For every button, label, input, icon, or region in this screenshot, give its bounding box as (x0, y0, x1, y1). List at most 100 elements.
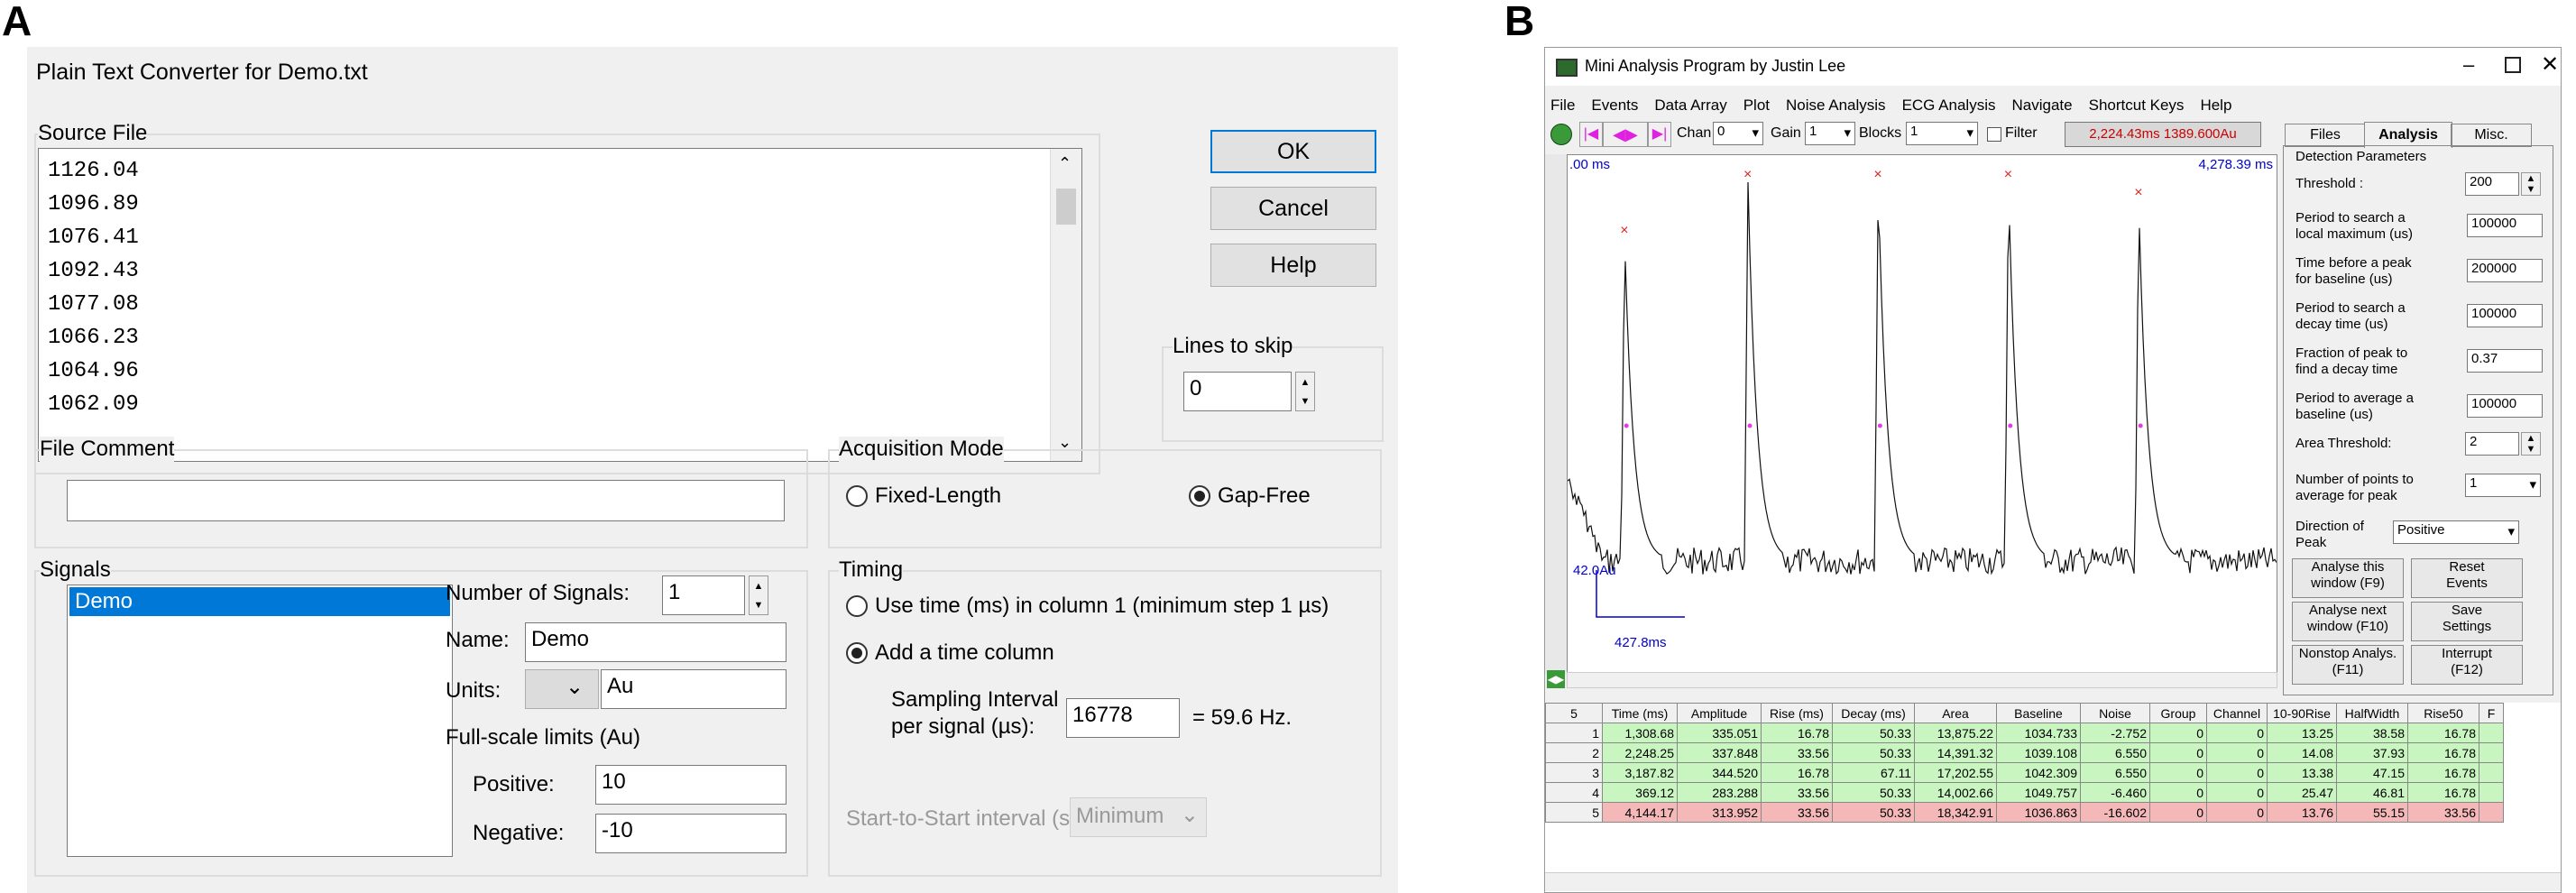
menu-item-plot[interactable]: Plot (1743, 97, 1770, 114)
area-threshold-stepper[interactable]: ▲ ▼ (2521, 432, 2541, 456)
table-cell: 33.56 (2407, 802, 2479, 823)
menu-item-ecg-analysis[interactable]: ECG Analysis (1901, 97, 1996, 114)
source-scrollbar[interactable]: ⌃ ⌄ (1050, 149, 1081, 461)
param-input[interactable]: 100000 (2467, 214, 2543, 237)
units-dropdown[interactable]: ⌄ (525, 669, 599, 709)
interrupt-button[interactable]: Interrupt (F12) (2411, 645, 2523, 685)
lines-to-skip-stepper[interactable]: ▲ ▼ (1295, 372, 1315, 411)
table-row[interactable]: 2 2,248.25 337.848 33.56 50.33 14,391.32 1039.… (1545, 742, 2504, 763)
param-input[interactable]: 0.37 (2467, 349, 2543, 373)
positive-input[interactable]: 10 (595, 765, 787, 805)
start-interval-dropdown[interactable]: Minimum ⌄ (1070, 797, 1207, 837)
table-header[interactable]: Channel (2206, 703, 2268, 723)
gain-dropdown[interactable]: 1 ▾ (1805, 122, 1855, 145)
signal-item-demo[interactable]: Demo (69, 587, 450, 616)
tab-files[interactable]: Files (2285, 124, 2366, 147)
green-circle-icon[interactable] (1550, 124, 1572, 145)
horizontal-scrollbar[interactable] (1567, 672, 2277, 688)
left-scroll-strip[interactable] (1545, 154, 1567, 674)
tab-analysis[interactable]: Analysis (2364, 122, 2452, 148)
analyse-next-button[interactable]: Analyse next window (F10) (2292, 602, 2404, 641)
table-header[interactable]: Noise (2080, 703, 2150, 723)
table-hscrollbar[interactable] (1545, 872, 2561, 891)
peak-marker[interactable]: × (1620, 223, 1628, 238)
fixed-length-radio[interactable] (846, 485, 868, 507)
filter-checkbox[interactable] (1987, 127, 2001, 142)
menu-item-shortcut-keys[interactable]: Shortcut Keys (2088, 97, 2185, 114)
save-settings-button[interactable]: Save Settings (2411, 602, 2523, 641)
table-header[interactable]: HalfWidth (2336, 703, 2408, 723)
scroll-down-icon[interactable]: ⌄ (1058, 433, 1072, 451)
table-header[interactable]: Rise50 (2407, 703, 2479, 723)
table-header[interactable]: 10-90Rise (2267, 703, 2337, 723)
add-time-radio[interactable] (846, 642, 868, 664)
area-threshold-input[interactable]: 2 (2465, 432, 2519, 456)
table-header[interactable]: Baseline (1996, 703, 2081, 723)
horizontal-scroll-icon[interactable]: ◀▶ (1547, 670, 1565, 688)
last-icon[interactable]: ▶| (1648, 122, 1671, 147)
table-header[interactable]: Decay (ms) (1832, 703, 1915, 723)
ok-button[interactable]: OK (1210, 130, 1376, 173)
file-comment-input[interactable] (67, 480, 785, 521)
signals-listbox[interactable]: Demo (67, 585, 453, 857)
name-input[interactable]: Demo (525, 622, 787, 662)
negative-input[interactable]: -10 (595, 814, 787, 853)
param-input[interactable]: 200000 (2467, 259, 2543, 282)
num-signals-input[interactable]: 1 (662, 575, 745, 615)
peak-marker[interactable]: × (1873, 167, 1881, 182)
scroll-up-icon[interactable]: ⌃ (1058, 154, 1072, 172)
table-header[interactable]: Amplitude (1677, 703, 1762, 723)
menu-item-events[interactable]: Events (1591, 97, 1639, 114)
use-time-label: Use time (ms) in column 1 (minimum step … (875, 594, 1329, 618)
chan-dropdown[interactable]: 0 ▾ (1713, 122, 1763, 145)
event-table[interactable]: 5 Time (ms) Amplitude Rise (ms) Decay (ms) Ar… (1545, 703, 2504, 823)
cancel-button[interactable]: Cancel (1210, 187, 1376, 230)
direction-dropdown[interactable]: Positive ▾ (2393, 520, 2519, 544)
help-button[interactable]: Help (1210, 244, 1376, 287)
threshold-input[interactable]: 200 (2465, 172, 2519, 196)
blocks-dropdown[interactable]: 1 ▾ (1906, 122, 1978, 145)
reset-events-button[interactable]: Reset Events (2411, 558, 2523, 598)
threshold-stepper[interactable]: ▲ ▼ (2521, 172, 2541, 196)
scroll-thumb[interactable] (1056, 189, 1076, 225)
menu-item-file[interactable]: File (1550, 97, 1576, 114)
table-row[interactable]: 4 369.12 283.288 33.56 50.33 14,002.66 1049.75… (1545, 782, 2504, 803)
table-cell: 4 (1545, 782, 1603, 803)
table-header[interactable]: Rise (ms) (1761, 703, 1833, 723)
table-row[interactable]: 1 1,308.68 335.051 16.78 50.33 13,875.22 1034.… (1545, 723, 2504, 743)
menu-item-data-array[interactable]: Data Array (1654, 97, 1727, 114)
table-cell: 16.78 (2407, 723, 2479, 743)
tab-misc[interactable]: Misc. (2451, 124, 2532, 147)
table-header[interactable]: Area (1914, 703, 1997, 723)
param-input[interactable]: 100000 (2467, 394, 2543, 418)
menu-item-help[interactable]: Help (2200, 97, 2232, 114)
table-header[interactable]: Time (ms) (1602, 703, 1678, 723)
gap-free-radio[interactable] (1189, 485, 1210, 507)
table-row[interactable]: 5 4,144.17 313.952 33.56 50.33 18,342.91 1036.… (1545, 802, 2504, 823)
param-input[interactable]: 100000 (2467, 304, 2543, 327)
peak-marker[interactable]: × (2134, 185, 2142, 200)
table-row[interactable]: 3 3,187.82 344.520 16.78 67.11 17,202.55 1042.… (1545, 762, 2504, 783)
menu-item-noise-analysis[interactable]: Noise Analysis (1786, 97, 1886, 114)
maximize-icon[interactable] (2505, 57, 2521, 73)
trace-plot-area[interactable]: × × × × × .00 ms 4,278.39 ms 42.0Au 427.8ms (1567, 154, 2277, 674)
nonstop-analysis-button[interactable]: Nonstop Analys. (F11) (2292, 645, 2404, 685)
table-header[interactable]: 5 (1545, 703, 1603, 723)
first-icon[interactable]: |◀ (1579, 122, 1603, 147)
analyse-this-button[interactable]: Analyse this window (F9) (2292, 558, 2404, 598)
peak-marker[interactable]: × (2004, 167, 2012, 182)
table-header[interactable]: F (2479, 703, 2504, 723)
use-time-radio[interactable] (846, 595, 868, 617)
source-file-textbox[interactable]: 1126.04 1096.89 1076.41 1092.43 1077.08 1066.… (38, 148, 1082, 462)
peak-marker[interactable]: × (1743, 167, 1752, 182)
close-icon[interactable]: ✕ (2541, 52, 2560, 77)
sampling-interval-input[interactable]: 16778 (1066, 698, 1180, 738)
num-signals-stepper[interactable]: ▲ ▼ (749, 575, 768, 615)
lines-to-skip-input[interactable]: 0 (1183, 372, 1292, 411)
table-header[interactable]: Group (2149, 703, 2207, 723)
minimize-icon[interactable]: – (2463, 53, 2475, 76)
units-input[interactable]: Au (601, 669, 787, 709)
prev-next-icon[interactable]: ◀▶ (1603, 122, 1648, 147)
menu-item-navigate[interactable]: Navigate (2011, 97, 2073, 114)
npoints-dropdown[interactable]: 1 ▾ (2465, 474, 2541, 497)
